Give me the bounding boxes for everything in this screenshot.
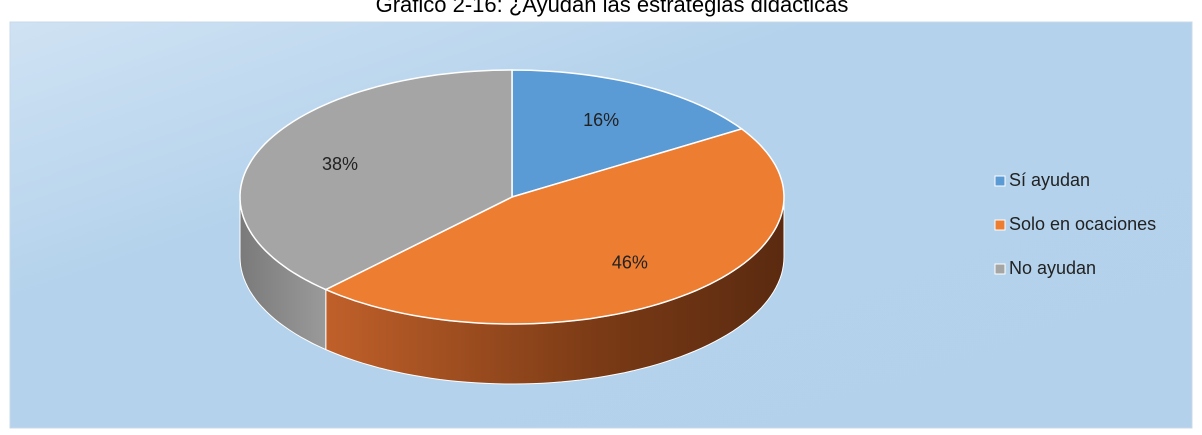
legend-swatch (994, 263, 1006, 275)
slice (511, 69, 744, 199)
legend-swatch (994, 175, 1006, 187)
legend-label: No ayudan (1009, 258, 1096, 278)
data-label: 46% (612, 252, 648, 272)
legend-label: Solo en ocaciones (1009, 214, 1156, 234)
slice (239, 69, 513, 291)
legend-label: Sí ayudan (1009, 170, 1090, 190)
legend-swatch (994, 219, 1006, 231)
data-label: 16% (583, 110, 619, 130)
slice (323, 128, 785, 325)
data-label: 38% (322, 154, 358, 174)
chart-title: Gráfico 2-16: ¿Ayudan las estrategias di… (376, 0, 849, 17)
